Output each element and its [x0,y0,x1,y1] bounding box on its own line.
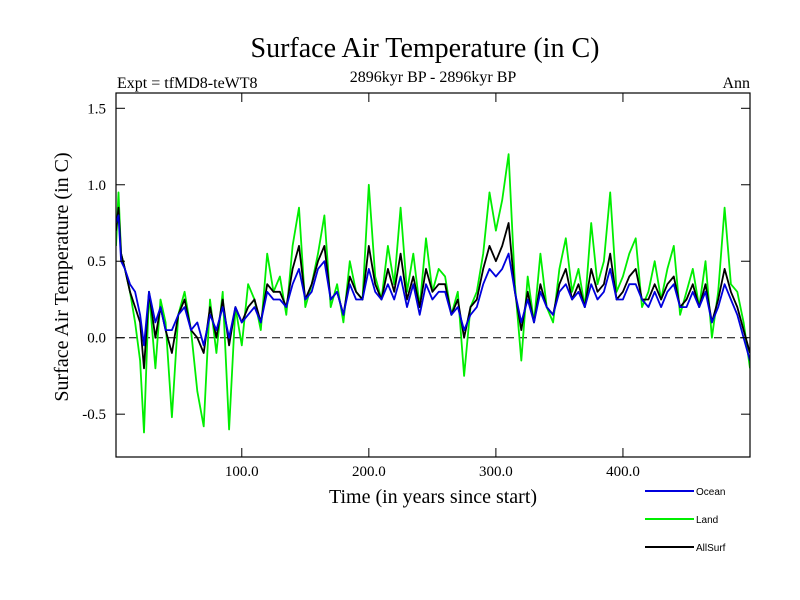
series-group [116,153,750,434]
y-tick-label: 1.5 [87,101,106,117]
y-tick-label: -0.5 [82,407,106,423]
x-tick-label: 300.0 [479,464,513,480]
season-label: Ann [722,75,750,92]
legend-label-allsurf: AllSurf [696,543,726,554]
x-tick-label: 200.0 [352,464,386,480]
y-tick-label: 0.5 [87,254,106,270]
series-line-ocean [116,214,750,361]
legend-label-ocean: Ocean [696,487,725,498]
series-line-allsurf [116,206,750,370]
x-tick-label: 400.0 [606,464,640,480]
legend-label-land: Land [696,515,718,526]
y-tick-label: 1.0 [87,178,106,194]
plot-area: 100.0 200.0 300.0 400.0 -0.5 0.0 0.5 1.0 1.5 [82,92,751,480]
x-axis-label: Time (in years since start) [329,486,537,508]
chart-subtitle: 2896kyr BP - 2896kyr BP [350,69,517,86]
y-tick-label: 0.0 [87,331,106,347]
experiment-label: Expt = tfMD8-teWT8 [117,75,258,92]
legend: Ocean Land AllSurf [645,487,726,554]
y-axis-label: Surface Air Temperature (in C) [51,152,73,401]
plot-frame [115,92,751,458]
x-tick-label: 100.0 [225,464,259,480]
chart-title: Surface Air Temperature (in C) [251,33,600,64]
